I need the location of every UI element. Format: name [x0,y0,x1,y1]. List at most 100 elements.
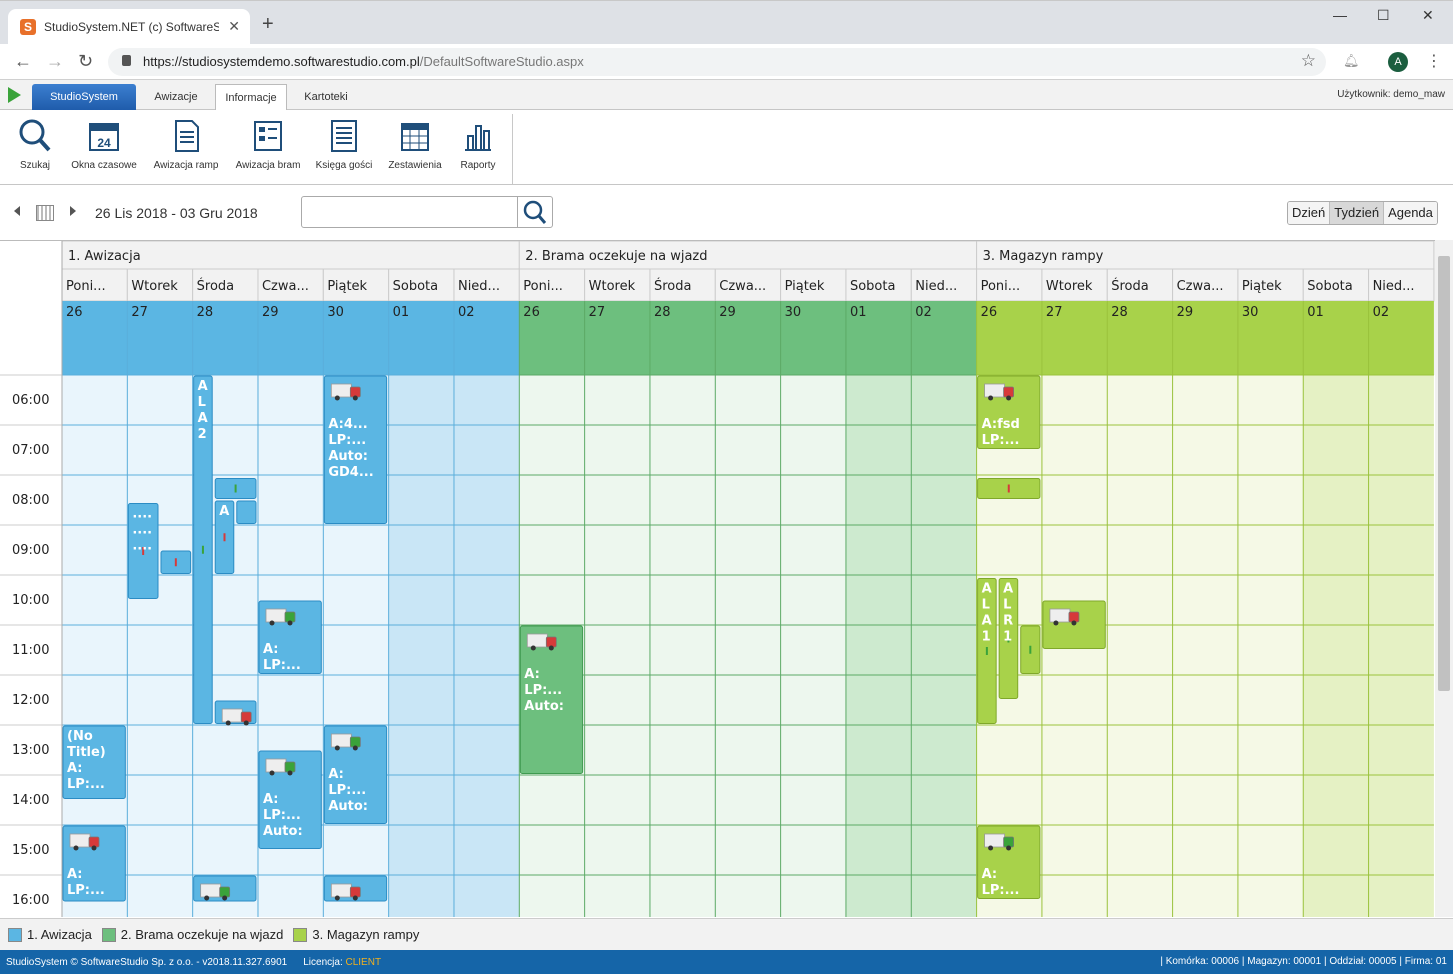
truck-trailer [984,833,1005,848]
allday-cell[interactable] [62,301,128,375]
appointment[interactable] [258,750,322,849]
calendar-picker-icon[interactable] [36,205,54,221]
minimize-icon[interactable]: — [1333,7,1347,23]
allday-cell[interactable] [323,301,389,375]
ksiega-gosci-button[interactable]: Księga gości [312,118,376,182]
browser-tab[interactable]: S StudioSystem.NET (c) SoftwareStudio ✕ [8,9,250,45]
okna-czasowe-button[interactable]: 24 Okna czasowe [66,118,142,182]
profile-avatar[interactable]: A [1388,52,1408,72]
view-agenda-button[interactable]: Agenda [1384,202,1437,224]
view-day-button[interactable]: Dzień [1288,202,1331,224]
day-header-label: Poni... [981,279,1021,294]
url-field[interactable]: https://studiosystemdemo.softwarestudio.… [108,48,1326,76]
appointment[interactable] [323,725,388,824]
notification-bell-icon[interactable]: 🔔︎ [1343,53,1360,68]
allday-cell[interactable] [192,301,258,375]
raporty-button[interactable]: Raporty [452,118,504,182]
appointment[interactable] [323,375,388,524]
day-column[interactable] [845,375,912,917]
day-header-label: Nied... [458,279,500,294]
truck-trailer [330,383,352,398]
day-column[interactable] [649,375,716,917]
allday-cell[interactable] [1041,301,1108,375]
allday-cell[interactable] [257,301,324,375]
allday-cell[interactable] [1172,301,1238,375]
day-column[interactable] [715,375,781,917]
szukaj-button[interactable]: Szukaj [12,118,58,182]
day-column[interactable] [780,375,846,917]
awizacja-ramp-button[interactable]: Awizacja ramp [148,118,224,182]
appointment[interactable] [519,625,584,774]
allday-cell[interactable] [388,301,454,375]
forward-icon[interactable]: → [46,51,64,71]
day-column[interactable] [1237,375,1304,917]
tab-awizacje[interactable]: Awizacje [154,91,198,103]
day-header[interactable] [1106,268,1174,302]
day-header[interactable] [192,268,259,302]
reload-icon[interactable]: ↻ [78,51,94,71]
appointment-text: LP:... [67,777,105,792]
allday-cell[interactable] [1237,301,1304,375]
play-icon[interactable] [8,87,21,103]
day-header[interactable] [910,268,978,302]
allday-cell[interactable] [649,301,716,375]
tab-kartoteki[interactable]: Kartoteki [304,91,348,103]
day-header-label: Piątek [327,279,367,294]
appointment-text: LP:... [982,883,1020,898]
truck-wheel [334,895,340,901]
maximize-icon[interactable]: ☐ [1377,7,1390,23]
day-column[interactable] [911,375,977,917]
allday-cell[interactable] [911,301,977,375]
day-header[interactable] [1041,268,1108,302]
allday-cell[interactable] [1368,301,1434,375]
allday-cell[interactable] [1107,301,1173,375]
appointment-text: A [198,379,208,394]
allday-cell[interactable] [127,301,193,375]
search-input[interactable] [301,196,518,228]
tab-studiosystem[interactable]: StudioSystem [32,84,136,110]
day-header[interactable] [1368,268,1435,302]
allday-cell[interactable] [976,301,1042,375]
time-label: 07:00 [12,443,49,458]
allday-cell[interactable] [519,301,585,375]
day-date-label: 02 [1373,305,1390,320]
allday-cell[interactable] [584,301,650,375]
appointment[interactable] [62,725,126,799]
allday-cell[interactable] [453,301,520,375]
back-icon[interactable]: ← [14,51,32,71]
bookmark-star-icon[interactable]: ☆ [1300,51,1316,70]
close-window-icon[interactable]: ✕ [1422,7,1434,23]
allday-cell[interactable] [715,301,781,375]
day-column[interactable] [1172,375,1238,917]
day-column[interactable] [127,375,193,917]
allday-cell[interactable] [845,301,912,375]
allday-cell[interactable] [780,301,846,375]
day-header[interactable] [1302,268,1370,302]
day-header[interactable] [61,268,128,302]
day-header[interactable] [322,268,390,302]
awizacja-bram-button[interactable]: Awizacja bram [230,118,306,182]
day-header[interactable] [584,268,651,302]
appointment-text: 1 [982,630,991,645]
new-tab-icon[interactable]: + [262,13,274,35]
view-week-button[interactable]: Tydzień [1330,202,1385,224]
close-tab-icon[interactable]: ✕ [228,18,240,34]
browser-menu-icon[interactable]: ⋮ [1426,53,1442,70]
day-header[interactable] [780,268,847,302]
day-column[interactable] [453,375,520,917]
day-column[interactable] [1303,375,1369,917]
day-column[interactable] [1368,375,1434,917]
scrollbar-thumb[interactable] [1438,256,1450,691]
day-column[interactable] [584,375,650,917]
search-button[interactable] [517,196,553,228]
next-period-icon[interactable] [70,206,76,216]
day-column[interactable] [1107,375,1173,917]
previous-period-icon[interactable] [14,206,20,216]
tab-informacje[interactable]: Informacje [215,84,287,110]
appointment[interactable] [236,500,257,524]
day-header[interactable] [453,268,520,302]
zestawienia-button[interactable]: Zestawienia [384,118,446,182]
day-column[interactable] [388,375,454,917]
allday-cell[interactable] [1303,301,1369,375]
day-header[interactable] [649,268,716,302]
